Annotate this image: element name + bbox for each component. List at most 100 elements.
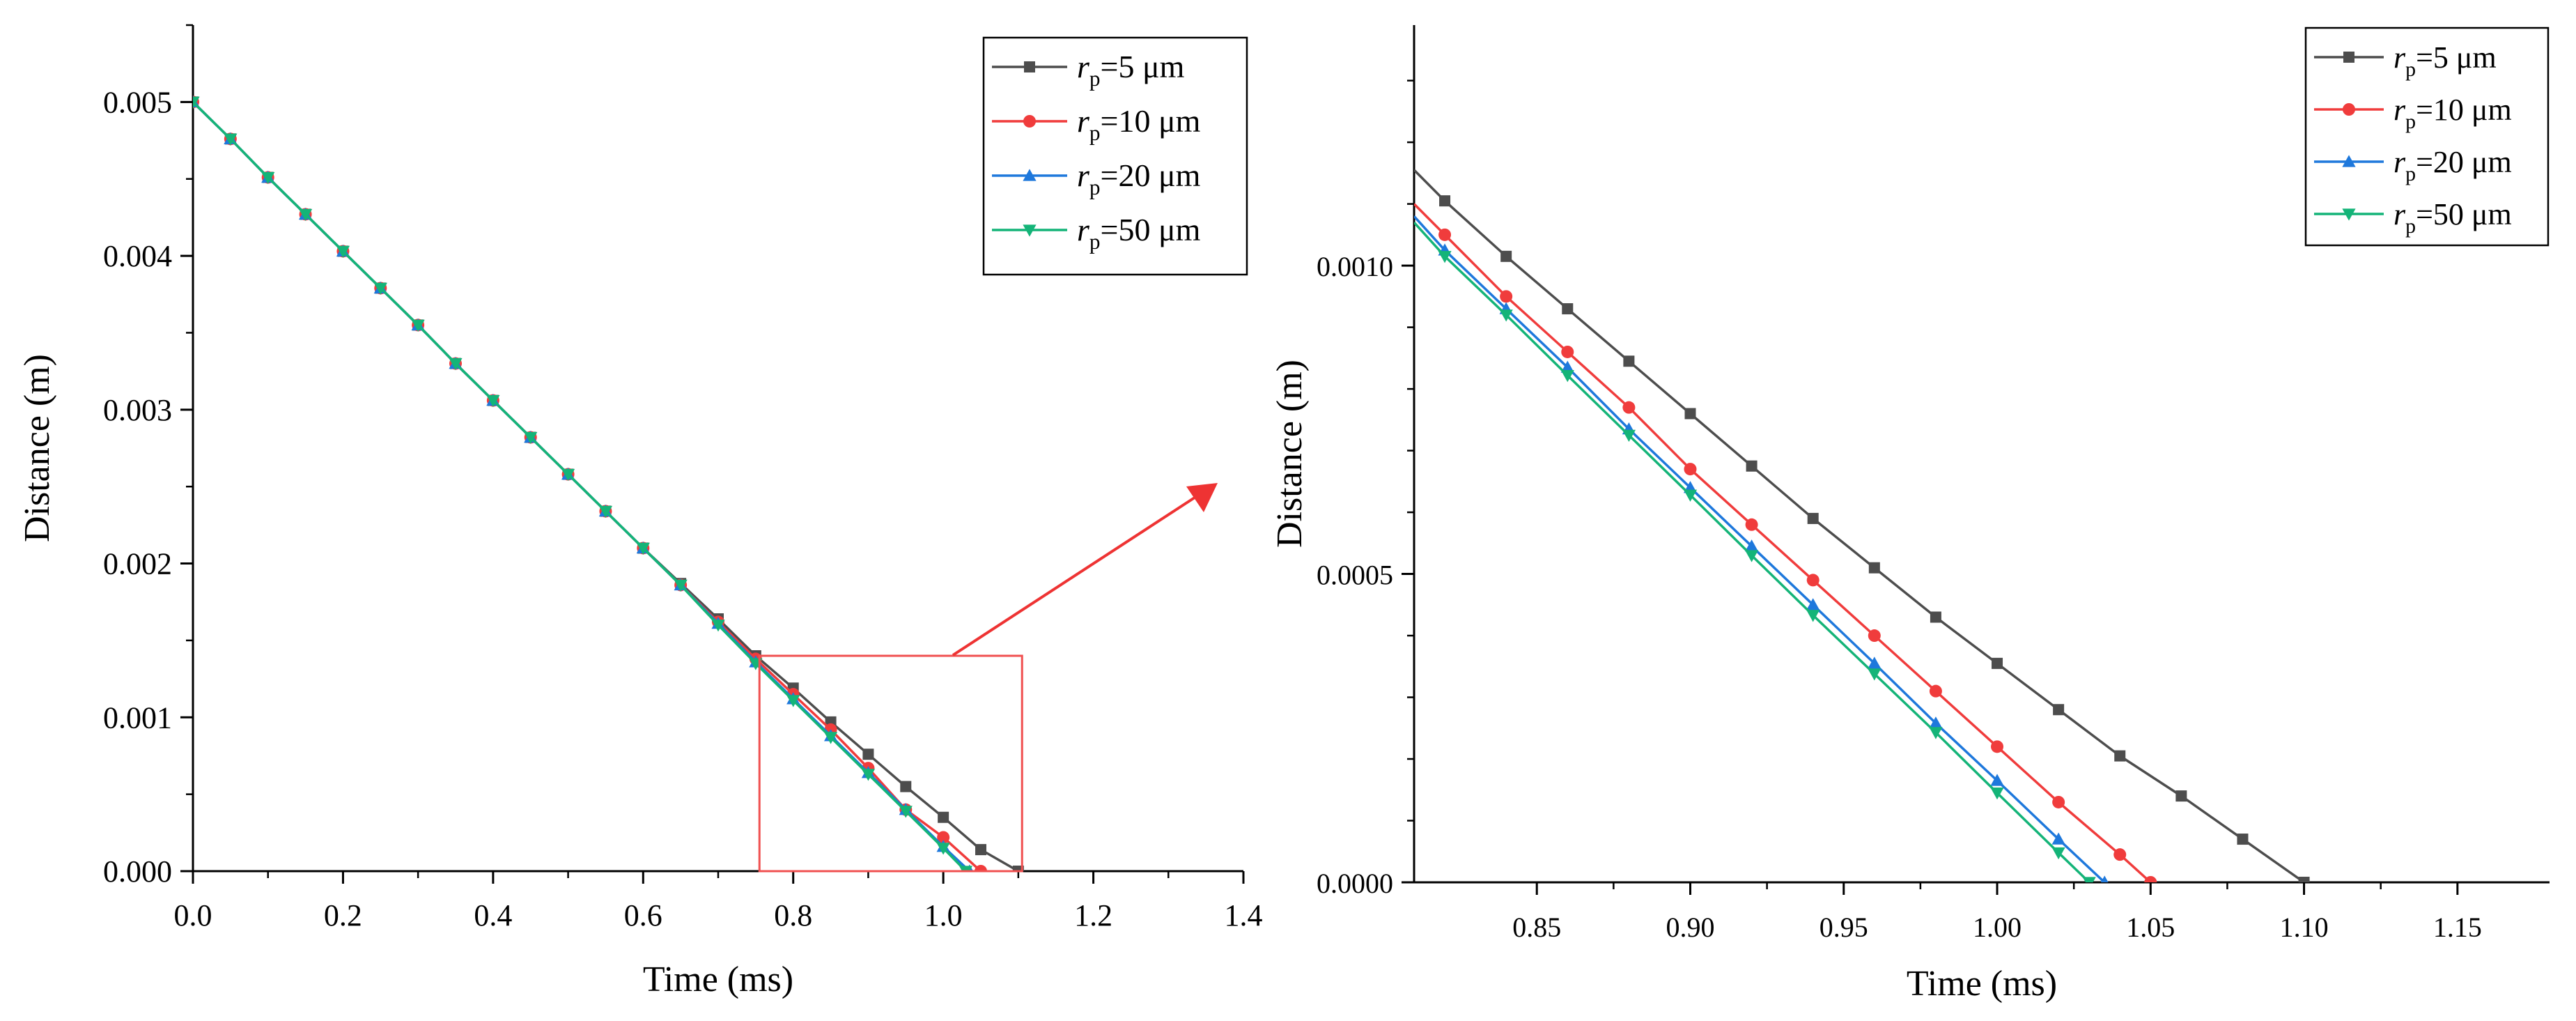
y-tick-label: 0.001 xyxy=(103,700,172,735)
data-point xyxy=(1439,195,1451,207)
y-tick-label: 0.000 xyxy=(103,854,172,889)
data-point xyxy=(1990,788,2004,800)
y-tick-label: 0.003 xyxy=(103,393,172,427)
data-point xyxy=(2114,750,2126,762)
data-point xyxy=(1500,250,1512,262)
data-point xyxy=(1991,740,2004,753)
series-2 xyxy=(1414,215,2109,882)
data-point xyxy=(1024,61,1035,72)
legend-label: rp=20 μm xyxy=(2393,145,2512,185)
data-point xyxy=(2343,103,2355,116)
data-point xyxy=(1622,401,1636,414)
data-point xyxy=(2100,875,2109,882)
legend-label: rp=10 μm xyxy=(1077,103,1201,145)
y-tick-label: 0.002 xyxy=(103,547,172,581)
data-point xyxy=(2298,877,2310,882)
y-tick-label: 0.0005 xyxy=(1317,560,1393,591)
data-point xyxy=(1745,518,1758,531)
data-point xyxy=(1438,228,1452,241)
data-point xyxy=(2342,155,2356,167)
data-point xyxy=(1684,408,1696,420)
data-point xyxy=(411,319,425,332)
series-line xyxy=(193,101,982,871)
data-point xyxy=(449,358,463,371)
data-point xyxy=(1746,460,1758,472)
data-point xyxy=(2053,704,2065,716)
data-point xyxy=(2144,876,2157,882)
data-point xyxy=(598,505,613,519)
x-tick-label: 0.8 xyxy=(774,898,812,932)
x-tick-label: 1.10 xyxy=(2280,912,2329,943)
data-point xyxy=(936,843,950,855)
legend: rp=5 μm rp=10 μm rp=20 μm rp=50 μm xyxy=(2304,26,2550,247)
data-point xyxy=(2052,795,2065,808)
data-point xyxy=(959,866,973,871)
legend-label: rp=5 μm xyxy=(1077,49,1185,91)
data-point xyxy=(862,749,874,760)
y-tick-label: 0.005 xyxy=(103,85,172,119)
series-3 xyxy=(1414,222,2096,882)
x-tick-label: 1.0 xyxy=(924,898,963,932)
data-point xyxy=(900,781,912,792)
data-point xyxy=(524,431,538,445)
legend-label: rp=10 μm xyxy=(2393,93,2512,133)
data-point xyxy=(1806,598,1820,611)
data-point xyxy=(1744,550,1759,562)
x-tick-label: 1.2 xyxy=(1074,898,1112,932)
data-point xyxy=(1807,512,1819,524)
y-tick-label: 0.0000 xyxy=(1317,868,1393,899)
x-tick-label: 1.15 xyxy=(2433,912,2482,943)
data-point xyxy=(1929,716,1943,729)
data-point xyxy=(2051,847,2065,860)
data-point xyxy=(1499,309,1513,322)
x-tick-label: 0.95 xyxy=(1820,912,1868,943)
plot-area xyxy=(1414,169,2310,882)
zoom-arrow-head xyxy=(1186,483,1218,512)
data-point xyxy=(1622,429,1636,443)
zoom-box xyxy=(758,654,1023,873)
plot-area xyxy=(193,95,1024,871)
data-point xyxy=(1560,360,1574,373)
data-point xyxy=(1560,369,1574,383)
zoom-annotations xyxy=(758,483,1218,873)
series-3 xyxy=(193,96,973,871)
data-point xyxy=(1806,610,1820,622)
data-point xyxy=(823,732,838,744)
data-point xyxy=(224,133,238,146)
y-tick-label: 0.0010 xyxy=(1317,251,1393,282)
legend-label: rp=20 μm xyxy=(1077,158,1201,199)
data-point xyxy=(975,844,986,856)
data-point xyxy=(975,865,987,871)
series-line xyxy=(193,101,1019,871)
data-point xyxy=(1023,224,1037,237)
x-tick-label: 0.0 xyxy=(174,898,212,932)
data-point xyxy=(2113,848,2127,861)
data-point xyxy=(636,542,650,555)
x-axis-label: Time (ms) xyxy=(643,960,793,999)
legend: rp=5 μm rp=10 μm rp=20 μm rp=50 μm xyxy=(982,36,1248,276)
data-point xyxy=(1012,866,1024,871)
data-point xyxy=(1930,611,1941,623)
x-tick-label: 0.90 xyxy=(1666,912,1714,943)
data-point xyxy=(1561,345,1574,358)
data-point xyxy=(373,282,387,295)
data-point xyxy=(298,208,313,222)
data-point xyxy=(561,468,575,482)
y-tick-label: 0.004 xyxy=(103,239,172,273)
y-axis-label: Distance (m) xyxy=(1270,360,1310,548)
zoom-arrow-line xyxy=(952,495,1198,657)
series-1 xyxy=(1414,203,2157,882)
data-point xyxy=(786,695,800,707)
x-axis-label: Time (ms) xyxy=(1907,964,2057,1004)
x-tick-label: 1.00 xyxy=(1973,912,2022,943)
data-point xyxy=(1623,355,1635,367)
x-tick-label: 1.05 xyxy=(2126,912,2175,943)
data-point xyxy=(2051,832,2065,845)
data-point xyxy=(1929,727,1943,739)
data-point xyxy=(937,831,950,844)
series-0 xyxy=(1414,169,2310,882)
data-point xyxy=(1023,115,1036,128)
data-point xyxy=(938,811,949,823)
data-point xyxy=(261,171,275,185)
